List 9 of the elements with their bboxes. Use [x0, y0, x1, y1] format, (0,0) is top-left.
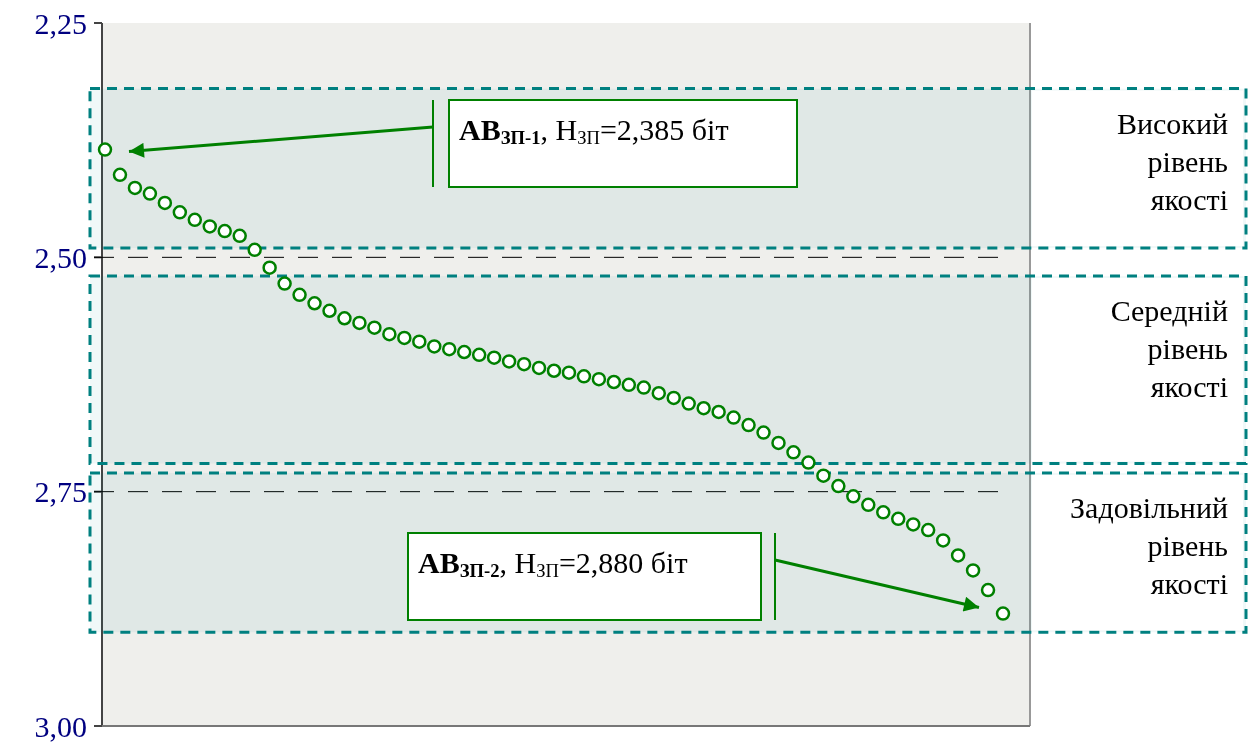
annotation: АВ$_{ЗП-1}$, Н$_{ЗП}$=2,385 біт	[459, 113, 729, 148]
y-tick-label: 2,75	[34, 475, 87, 509]
annotation: АВ$_{ЗП-2}$, Н$_{ЗП}$=2,880 біт	[418, 546, 688, 581]
y-tick-label: 2,25	[34, 6, 87, 40]
band-label: Середній рівень якості	[1110, 294, 1228, 404]
y-tick-label: 3,00	[34, 709, 87, 743]
band-label: Задовільний рівень якості	[1070, 490, 1228, 600]
band-label: Високий рівень якості	[1116, 106, 1228, 216]
y-tick-label: 2,50	[34, 240, 87, 274]
